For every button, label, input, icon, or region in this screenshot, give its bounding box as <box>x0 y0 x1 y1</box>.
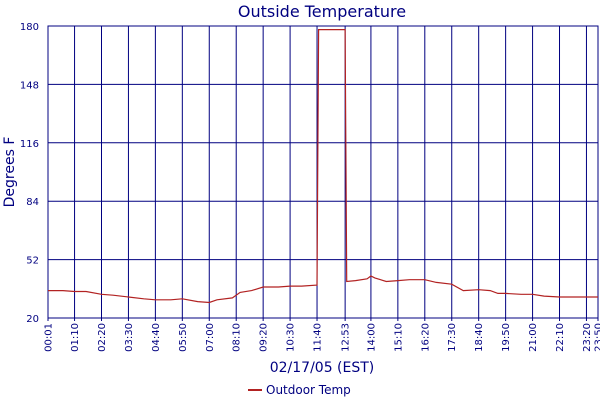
plot-area <box>47 25 599 319</box>
x-tick-label: 02:20 <box>97 323 108 352</box>
y-tick-label: 116 <box>20 139 39 150</box>
x-tick-label: 10:30 <box>286 323 297 352</box>
y-tick-label: 52 <box>26 256 39 267</box>
x-tick-label: 01:10 <box>70 323 81 352</box>
y-tick-label: 20 <box>26 314 39 325</box>
x-tick-label: 15:10 <box>393 323 404 352</box>
x-tick-label: 17:30 <box>447 323 458 352</box>
y-axis-ticks: 20 52 84 116 148 180 <box>20 22 39 325</box>
x-tick-label: 22:10 <box>555 323 566 352</box>
x-tick-label: 23:50 <box>594 323 600 352</box>
y-tick-label: 148 <box>20 80 39 91</box>
x-tick-label: 07:00 <box>205 323 216 352</box>
x-tick-label: 14:00 <box>366 323 377 352</box>
x-tick-label: 16:20 <box>420 323 431 352</box>
x-tick-label: 23:20 <box>582 323 593 352</box>
y-axis-label: Degrees F <box>2 137 18 208</box>
x-tick-label: 18:40 <box>474 323 485 352</box>
x-axis-ticks: 00:01 01:10 02:20 03:30 04:40 05:50 07:00 08:10… <box>44 323 600 352</box>
x-tick-label: 09:20 <box>259 323 270 352</box>
y-tick-label: 84 <box>26 197 39 208</box>
x-tick-label: 12:53 <box>341 323 352 352</box>
x-tick-label: 03:30 <box>124 323 135 352</box>
legend: Outdoor Temp <box>248 383 351 397</box>
y-tick-label: 180 <box>20 22 39 33</box>
x-tick-label: 04:40 <box>151 323 162 352</box>
x-axis-label: 02/17/05 (EST) <box>270 360 375 376</box>
x-tick-label: 19:50 <box>501 323 512 352</box>
x-tick-label: 05:50 <box>178 323 189 352</box>
x-tick-label: 21:00 <box>528 323 539 352</box>
grid <box>47 25 599 321</box>
chart-title: Outside Temperature <box>238 2 406 21</box>
x-tick-label: 08:10 <box>232 323 243 352</box>
legend-label: Outdoor Temp <box>266 383 351 397</box>
x-tick-label: 00:01 <box>44 323 55 352</box>
series-line-outdoor-temp <box>48 29 598 304</box>
x-tick-label: 11:40 <box>313 323 324 352</box>
